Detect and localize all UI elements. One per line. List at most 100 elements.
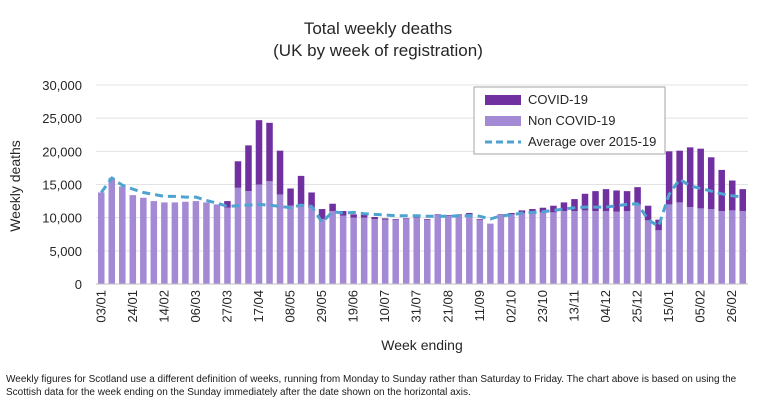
y-tick-label: 30,000 bbox=[42, 78, 82, 93]
bar-non-covid bbox=[613, 211, 620, 284]
bar-non-covid bbox=[308, 207, 315, 284]
bar-covid bbox=[266, 122, 273, 182]
bar-covid bbox=[245, 145, 252, 192]
bar-non-covid bbox=[686, 207, 694, 284]
bar-non-covid bbox=[140, 197, 147, 284]
bar-non-covid bbox=[329, 211, 336, 284]
x-tick-label: 29/05 bbox=[314, 290, 329, 323]
bar-non-covid bbox=[592, 211, 599, 284]
bar-non-covid bbox=[297, 204, 305, 284]
bar-covid bbox=[339, 211, 347, 216]
bar-non-covid bbox=[203, 202, 210, 284]
bar-non-covid bbox=[497, 215, 505, 284]
bar-covid bbox=[665, 151, 673, 205]
bar-non-covid bbox=[213, 204, 221, 284]
bar-non-covid bbox=[371, 218, 378, 284]
bar-covid bbox=[445, 215, 452, 216]
bar-non-covid bbox=[445, 215, 452, 284]
bar-non-covid bbox=[266, 181, 273, 284]
x-tick-label: 06/03 bbox=[188, 290, 203, 323]
y-tick-label: 20,000 bbox=[42, 144, 82, 159]
y-tick-label: 25,000 bbox=[42, 111, 82, 126]
x-tick-label: 11/09 bbox=[472, 290, 487, 322]
bar-covid bbox=[318, 209, 326, 219]
bar-non-covid bbox=[423, 219, 431, 284]
bar-covid bbox=[602, 189, 610, 212]
x-tick-label: 19/06 bbox=[346, 290, 361, 323]
bar-non-covid bbox=[602, 211, 610, 284]
bar-non-covid bbox=[381, 219, 389, 284]
legend-label-non-covid: Non COVID-19 bbox=[528, 113, 615, 128]
x-axis-ticks: 03/01 24/01 14/02 06/03 27/03 17/04 08/05 29/05… bbox=[93, 290, 739, 323]
bar-non-covid bbox=[487, 223, 494, 284]
bar-non-covid bbox=[108, 177, 116, 284]
x-tick-label: 14/02 bbox=[156, 290, 171, 323]
x-tick-label: 08/05 bbox=[283, 290, 298, 323]
chart-title-line-1: Total weekly deaths bbox=[304, 19, 452, 38]
bar-non-covid bbox=[571, 211, 578, 284]
bar-non-covid bbox=[129, 195, 137, 284]
y-tick-label: 0 bbox=[75, 277, 82, 292]
bar-non-covid bbox=[539, 212, 547, 284]
bar-non-covid bbox=[224, 207, 231, 284]
bar-covid bbox=[508, 213, 515, 215]
bar-covid bbox=[297, 175, 305, 205]
bar-covid bbox=[466, 213, 473, 215]
x-tick-label: 10/07 bbox=[377, 290, 392, 323]
bar-non-covid bbox=[550, 212, 557, 284]
footnote: Weekly figures for Scotland use a differ… bbox=[6, 374, 737, 398]
y-tick-label: 5,000 bbox=[49, 244, 82, 259]
x-tick-label: 31/07 bbox=[409, 290, 424, 323]
average-line-group bbox=[100, 176, 743, 228]
bar-covid bbox=[423, 218, 431, 220]
bar-covid bbox=[308, 192, 315, 208]
bar-covid bbox=[224, 201, 231, 208]
bar-non-covid bbox=[665, 204, 673, 284]
bar-non-covid bbox=[455, 215, 463, 284]
bar-covid bbox=[529, 209, 536, 213]
bar-covid bbox=[402, 218, 410, 219]
bar-covid bbox=[413, 217, 421, 218]
bar-covid bbox=[434, 214, 442, 216]
x-tick-label: 21/08 bbox=[440, 290, 455, 323]
legend-swatch-non-covid bbox=[485, 116, 521, 126]
bar-covid bbox=[697, 148, 704, 209]
bar-non-covid bbox=[476, 219, 484, 284]
x-tick-label: 03/01 bbox=[93, 290, 108, 323]
bar-covid bbox=[371, 217, 378, 219]
bar-covid bbox=[644, 205, 652, 221]
bar-covid bbox=[497, 214, 505, 216]
bar-non-covid bbox=[529, 212, 536, 284]
y-axis-title: Weekly deaths bbox=[7, 140, 23, 232]
bar-non-covid bbox=[623, 211, 631, 284]
x-tick-label: 13/11 bbox=[567, 290, 582, 322]
bar-covid bbox=[234, 161, 242, 188]
bar-non-covid bbox=[255, 184, 263, 284]
x-tick-label: 17/04 bbox=[251, 290, 266, 323]
bar-non-covid bbox=[150, 201, 158, 284]
bar-non-covid bbox=[434, 215, 442, 284]
bar-non-covid bbox=[644, 220, 652, 284]
bar-covid bbox=[634, 187, 641, 205]
x-tick-label: 04/12 bbox=[598, 290, 613, 323]
bars bbox=[97, 120, 747, 284]
average-line bbox=[100, 176, 743, 228]
bar-covid bbox=[707, 157, 715, 210]
bar-non-covid bbox=[655, 230, 662, 284]
bar-covid bbox=[560, 202, 568, 212]
bar-non-covid bbox=[560, 211, 568, 284]
y-tick-label: 10,000 bbox=[42, 211, 82, 226]
x-tick-label: 02/10 bbox=[503, 290, 518, 323]
legend-swatch-covid bbox=[485, 95, 521, 105]
bar-covid bbox=[287, 188, 294, 206]
x-tick-label: 27/03 bbox=[220, 290, 235, 323]
bar-non-covid bbox=[718, 211, 725, 284]
bar-non-covid bbox=[360, 217, 368, 284]
bar-non-covid bbox=[634, 204, 641, 284]
bar-non-covid bbox=[234, 187, 242, 284]
x-tick-label: 15/01 bbox=[661, 290, 676, 323]
bar-non-covid bbox=[97, 192, 105, 284]
bar-non-covid bbox=[581, 210, 589, 284]
bar-covid bbox=[571, 199, 578, 212]
